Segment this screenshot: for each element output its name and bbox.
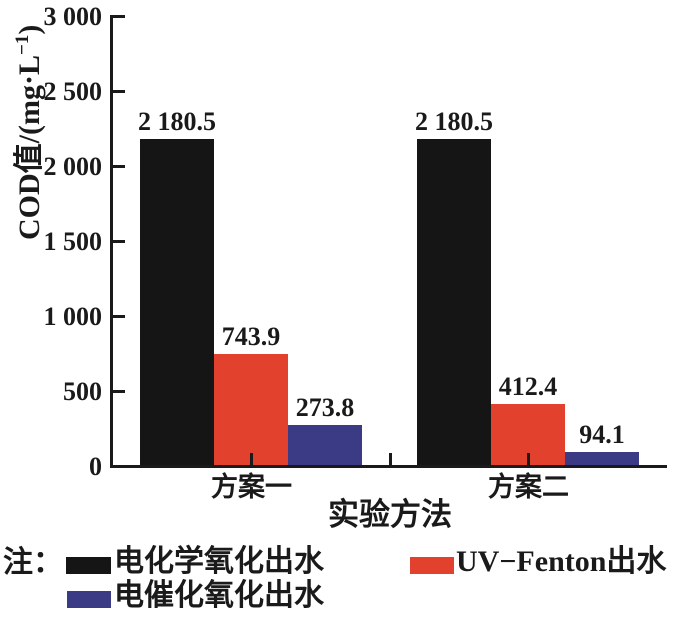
- legend-label-uv-fenton: UV−Fenton出水: [456, 545, 667, 578]
- y-tick-mark: [113, 89, 125, 93]
- x-tick-mark: [527, 453, 530, 466]
- legend-label-electrocatalytic-oxidation: 电催化氧化出水: [114, 579, 324, 612]
- y-tick-mark: [113, 464, 125, 468]
- legend-label-electrochemical-oxidation: 电化学氧化出水: [114, 545, 324, 578]
- y-tick-label: 0: [89, 452, 102, 481]
- bar-value-label: 412.4: [498, 372, 558, 401]
- y-axis-line: [110, 15, 113, 468]
- y-tick-mark: [113, 14, 125, 18]
- bar-value-label: 2 180.5: [415, 107, 493, 136]
- y-tick-label: 500: [63, 377, 102, 406]
- x-category-label: 方案二: [488, 472, 569, 502]
- legend-swatch-uv-fenton: [410, 557, 454, 574]
- bar-value-label: 2 180.5: [138, 107, 216, 136]
- y-tick-mark: [113, 164, 125, 168]
- bar: [140, 139, 214, 466]
- y-axis-title-superscript: −1: [12, 34, 33, 55]
- bar: [288, 425, 362, 466]
- bar-value-label: 273.8: [295, 393, 355, 422]
- bar-value-label: 743.9: [221, 322, 281, 351]
- bar: [214, 354, 288, 466]
- y-tick-label: 3 000: [43, 2, 103, 31]
- bar: [565, 452, 639, 466]
- x-axis-title: 实验方法: [328, 497, 452, 532]
- x-axis-line: [110, 465, 667, 468]
- y-tick-label: 2 500: [43, 77, 103, 106]
- x-tick-mark: [250, 453, 253, 466]
- bar-value-label: 94.1: [579, 420, 625, 449]
- legend-note: 注：: [3, 546, 63, 579]
- y-tick-label: 1 000: [43, 302, 103, 331]
- y-tick-mark: [113, 239, 125, 243]
- y-tick-mark: [113, 389, 125, 393]
- y-tick-label: 2 000: [43, 152, 103, 181]
- bar: [417, 139, 491, 466]
- legend-swatch-electrochemical-oxidation: [66, 557, 111, 574]
- y-tick-mark: [113, 314, 125, 318]
- x-tick-mark: [388, 453, 392, 466]
- y-tick-label: 1 500: [43, 227, 103, 256]
- x-category-label: 方案一: [211, 472, 292, 502]
- legend-swatch-electrocatalytic-oxidation: [67, 591, 111, 608]
